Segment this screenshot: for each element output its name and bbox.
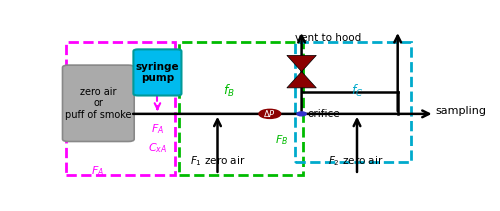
Text: orifice: orifice [308,109,340,119]
Text: zero air
or
puff of smoke: zero air or puff of smoke [65,87,132,120]
Polygon shape [287,72,316,88]
Text: $f_A$: $f_A$ [167,83,179,99]
Circle shape [259,109,280,118]
Text: $f_C$: $f_C$ [351,83,363,99]
Text: $F_2$ zero air: $F_2$ zero air [328,154,384,168]
Text: $F_B$: $F_B$ [275,133,288,147]
Text: $F_A$: $F_A$ [91,165,104,179]
Text: syringe
pump: syringe pump [136,62,179,83]
Text: $\Delta P$: $\Delta P$ [264,108,276,119]
Polygon shape [287,55,316,72]
Text: $F_A$: $F_A$ [151,122,164,136]
Text: vent to hood: vent to hood [295,32,361,42]
Text: $R_m$: $R_m$ [134,83,150,97]
FancyBboxPatch shape [62,65,134,142]
Text: $C_{xA}$: $C_{xA}$ [148,141,167,155]
Text: sampling: sampling [436,106,486,116]
Text: $F_1$ zero air: $F_1$ zero air [190,154,246,168]
FancyBboxPatch shape [134,49,182,96]
Circle shape [297,112,306,116]
Text: $f_B$: $f_B$ [223,83,235,99]
